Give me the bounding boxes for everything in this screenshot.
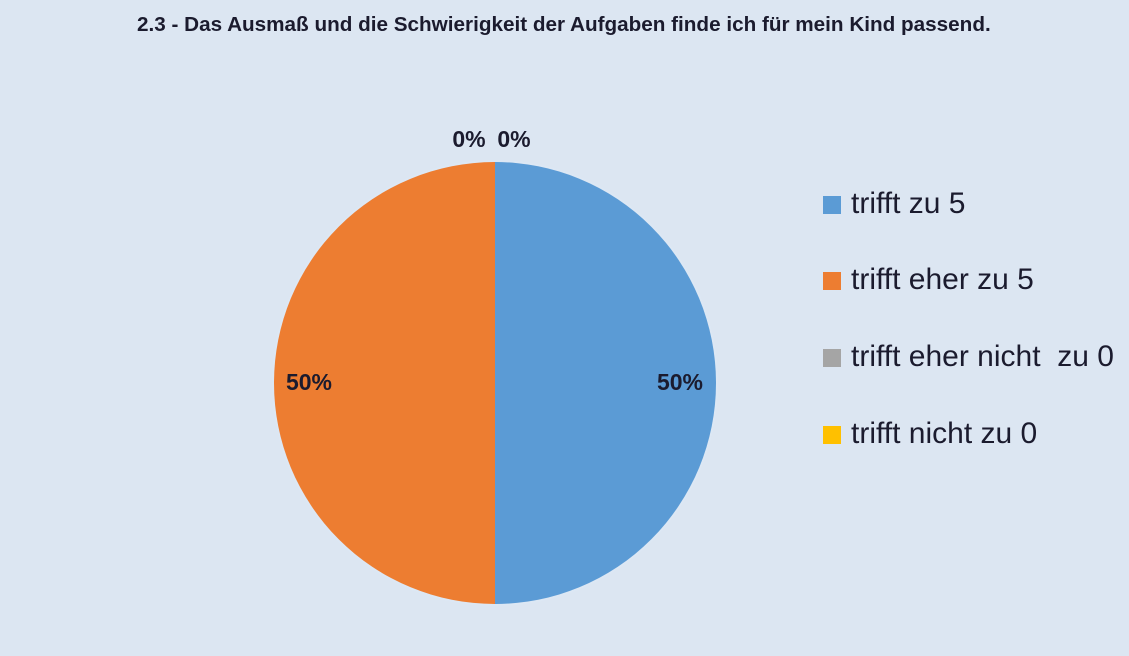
- svg-text:0%: 0%: [497, 126, 530, 152]
- svg-text:50%: 50%: [286, 369, 332, 395]
- svg-text:0%: 0%: [452, 126, 485, 152]
- svg-text:50%: 50%: [657, 369, 703, 395]
